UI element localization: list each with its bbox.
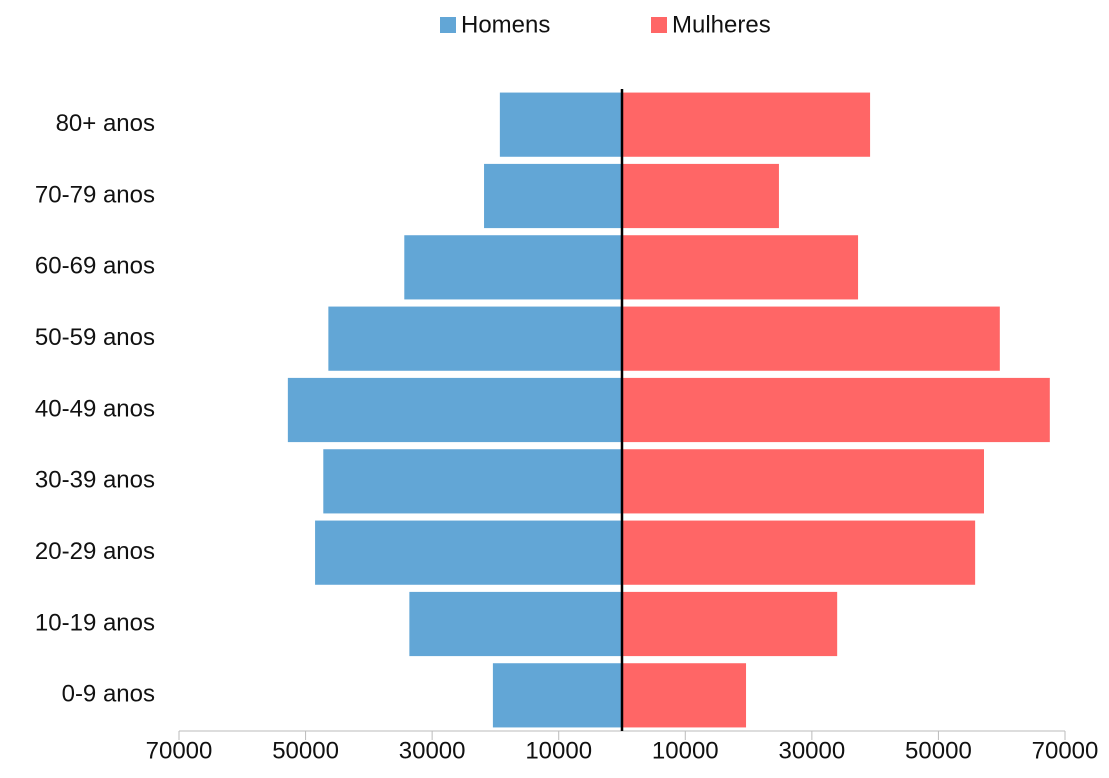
bar — [622, 306, 1000, 371]
bar — [499, 92, 622, 157]
bar — [484, 163, 622, 229]
legend-label: Mulheres — [672, 11, 771, 38]
bar — [622, 663, 747, 728]
x-tick-label: 70000 — [146, 737, 213, 764]
bar — [409, 591, 622, 657]
y-tick-label: 80+ anos — [56, 110, 155, 137]
x-tick-label: 50000 — [272, 737, 339, 764]
bar — [404, 235, 622, 300]
bar — [622, 377, 1050, 443]
bar — [622, 92, 871, 157]
legend-label: Homens — [461, 11, 550, 38]
legend-swatch — [440, 17, 456, 33]
x-tick-label: 50000 — [905, 737, 972, 764]
bar — [323, 449, 622, 514]
bar — [622, 520, 976, 585]
x-tick-label: 30000 — [778, 737, 845, 764]
x-tick-label: 10000 — [652, 737, 719, 764]
bar — [315, 520, 622, 585]
y-tick-label: 10-19 anos — [35, 609, 155, 636]
y-tick-label: 40-49 anos — [35, 395, 155, 422]
bar — [622, 235, 859, 300]
bar — [287, 377, 622, 443]
bar — [622, 449, 984, 514]
y-tick-label: 30-39 anos — [35, 467, 155, 494]
y-tick-label: 0-9 anos — [62, 681, 155, 708]
bar — [622, 163, 779, 229]
y-tick-label: 50-59 anos — [35, 324, 155, 351]
y-tick-label: 60-69 anos — [35, 253, 155, 280]
bar — [328, 306, 622, 371]
y-tick-label: 20-29 anos — [35, 538, 155, 565]
bar — [492, 663, 622, 728]
y-tick-label: 70-79 anos — [35, 181, 155, 208]
legend-swatch — [651, 17, 667, 33]
bar — [622, 591, 838, 657]
x-tick-label: 70000 — [1032, 737, 1099, 764]
x-tick-label: 30000 — [399, 737, 466, 764]
x-tick-label: 10000 — [525, 737, 592, 764]
